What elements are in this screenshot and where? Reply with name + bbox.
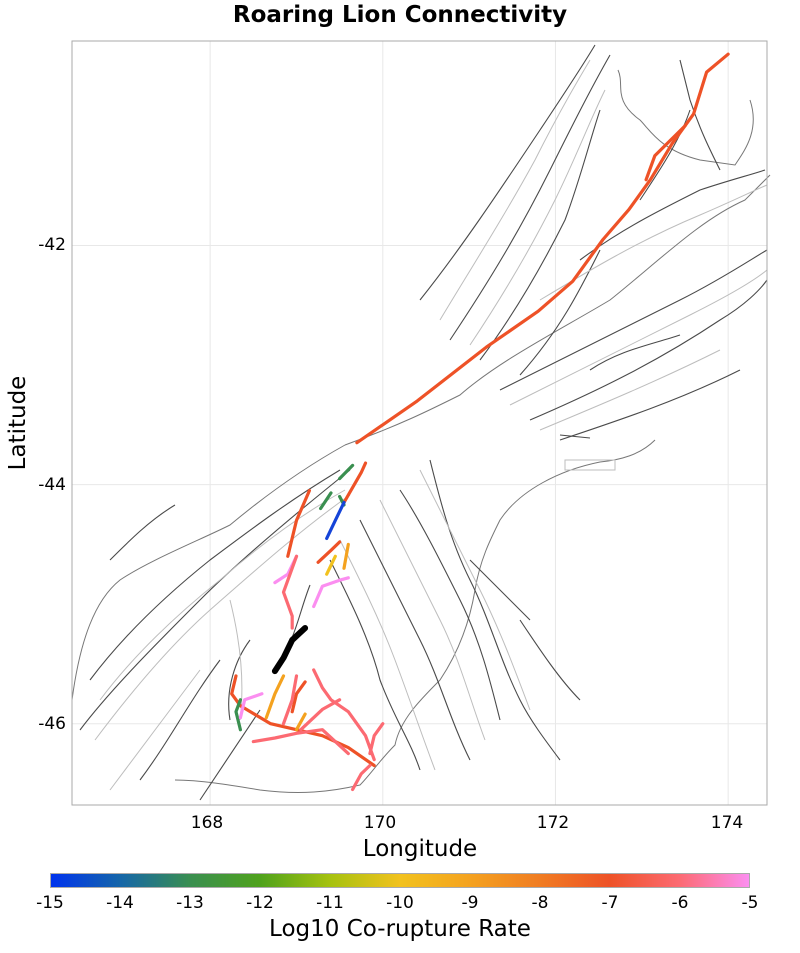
y-axis-label: Latitude (5, 375, 31, 471)
colorbar-tick-label: -11 (316, 893, 344, 913)
rupture-otago-orange-red-1 (342, 461, 368, 505)
rupture-orange-sw (264, 674, 286, 720)
y-tick-label: -42 (38, 235, 66, 255)
rupture-salmon-southland (251, 728, 350, 756)
rupture-source-fault (271, 625, 309, 675)
x-tick-label: 174 (710, 813, 744, 833)
colorbar-label: Log10 Co-rupture Rate (269, 916, 531, 942)
coastline (71, 69, 771, 793)
x-tick-label: 170 (363, 813, 397, 833)
colorbar-tick-label: -10 (386, 893, 414, 913)
rupture-otago-blue (325, 500, 346, 541)
colorbar-tick-label: -13 (176, 893, 204, 913)
rupture-green-sw (234, 698, 242, 732)
rupture-red-3 (290, 680, 307, 714)
rupture-salmon-3 (299, 698, 342, 732)
x-tick-label: 168 (190, 813, 224, 833)
colorbar-tick-label: -15 (36, 893, 64, 913)
rupture-salmon-1 (281, 554, 299, 630)
plot-frame (71, 40, 768, 806)
rupture-otago-red-west (286, 489, 311, 558)
rupture-otago-orange (342, 542, 350, 570)
colorbar-tick-label: -7 (601, 893, 619, 913)
rupture-ne-branch (644, 124, 687, 182)
colorbar-tick-label: -6 (671, 893, 689, 913)
highlighted-ruptures (230, 52, 730, 792)
rupture-alpine-fault (355, 52, 730, 445)
rupture-pink-2 (312, 576, 350, 609)
colorbar-tick-label: -9 (461, 893, 479, 913)
rupture-otago-yellow (325, 554, 337, 576)
y-tick-label: -44 (38, 475, 66, 495)
rupture-red-west-lower (230, 674, 376, 768)
x-axis-label: Longitude (362, 836, 478, 862)
chart-title: Roaring Lion Connectivity (232, 2, 568, 28)
colorbar-tick-label: -14 (106, 893, 134, 913)
rupture-orange-3 (294, 712, 307, 732)
colorbar (50, 873, 750, 888)
y-tick-label: -46 (38, 714, 66, 734)
colorbar-tick-label: -5 (741, 893, 759, 913)
rupture-otago-green-2 (319, 491, 333, 511)
rupture-salmon-east (368, 722, 385, 756)
rupture-salmon-2 (312, 668, 376, 762)
rupture-otago-red-mid (316, 540, 342, 564)
rupture-pink-3 (281, 674, 299, 726)
rupture-otago-green-1 (338, 463, 355, 481)
colorbar-tick-label: -8 (531, 893, 549, 913)
colorbar-tick-label: -12 (246, 893, 274, 913)
x-tick-label: 172 (536, 813, 570, 833)
background-faults (71, 44, 771, 801)
rupture-salmon-south (351, 763, 372, 792)
rupture-pink-sw (238, 692, 264, 720)
